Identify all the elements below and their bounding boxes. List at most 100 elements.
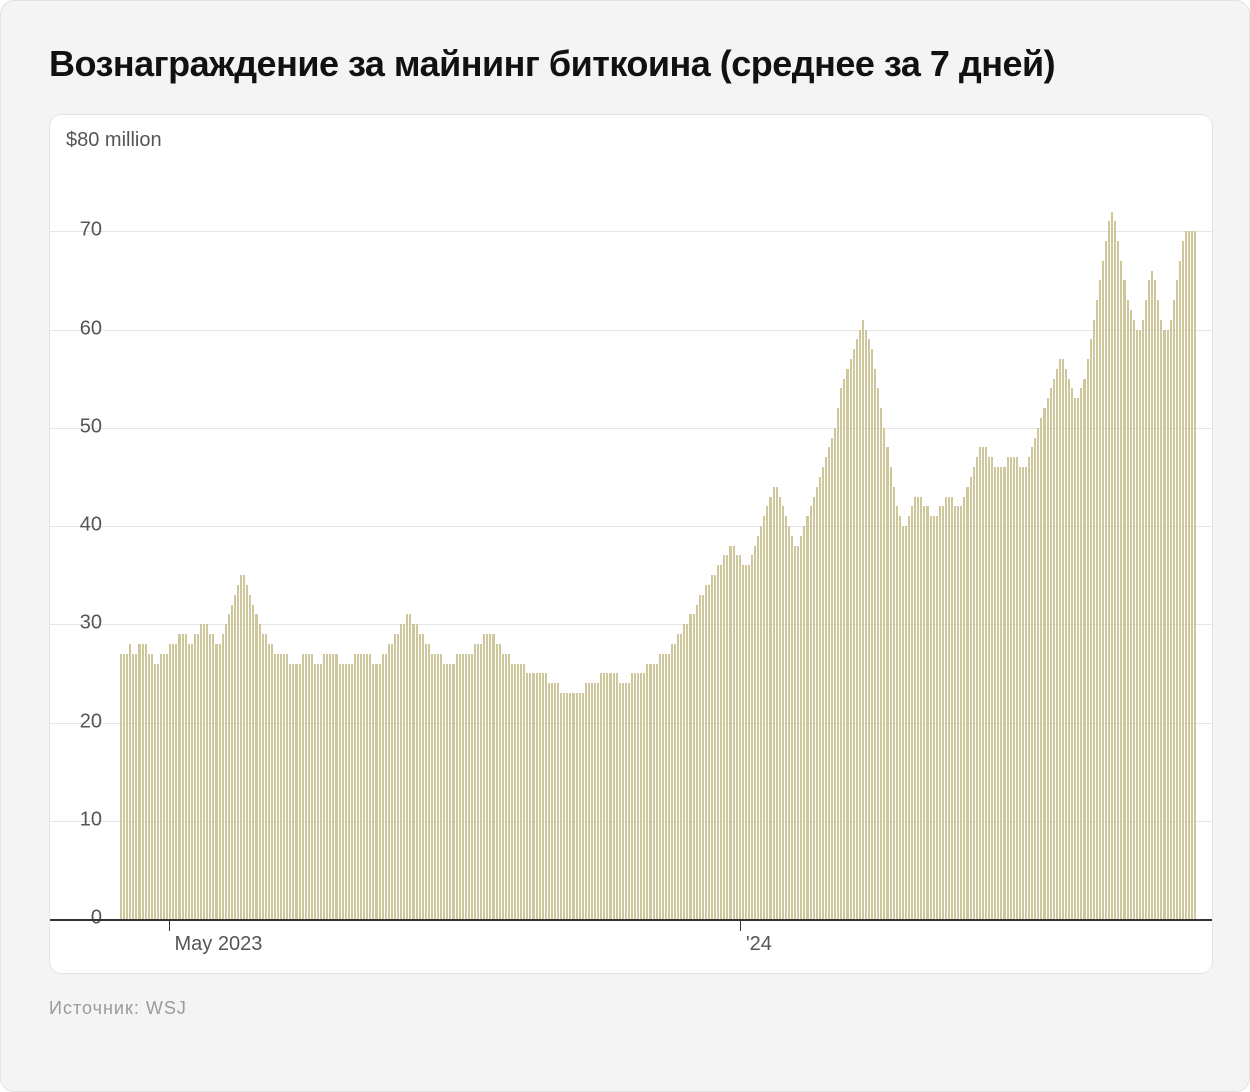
- bar: [1056, 369, 1058, 919]
- bar: [997, 467, 999, 919]
- bar: [259, 624, 261, 919]
- bar: [132, 654, 134, 919]
- bar: [859, 330, 861, 920]
- bar: [403, 624, 405, 919]
- bar: [1154, 280, 1156, 919]
- bar: [920, 497, 922, 919]
- bar: [699, 595, 701, 919]
- bar: [465, 654, 467, 919]
- bar: [542, 673, 544, 919]
- bar: [988, 457, 990, 919]
- bar: [637, 673, 639, 919]
- bar: [1117, 241, 1119, 919]
- bar: [456, 654, 458, 919]
- x-tick: [169, 921, 170, 931]
- bar: [729, 546, 731, 919]
- bar: [523, 664, 525, 919]
- bar: [151, 654, 153, 919]
- bar: [917, 497, 919, 919]
- bar: [138, 644, 140, 919]
- bar: [1142, 320, 1144, 919]
- bar: [1047, 398, 1049, 919]
- bar: [1188, 231, 1190, 919]
- bar: [803, 526, 805, 919]
- bar: [357, 654, 359, 919]
- bar: [342, 664, 344, 919]
- bar: [1087, 359, 1089, 919]
- bar: [172, 644, 174, 919]
- bars-container: [120, 133, 1198, 919]
- bar: [548, 683, 550, 919]
- bar: [674, 644, 676, 919]
- bar: [351, 664, 353, 919]
- bar: [1108, 221, 1110, 919]
- bar: [1010, 457, 1012, 919]
- bar: [237, 585, 239, 919]
- bar: [936, 516, 938, 919]
- bar: [302, 654, 304, 919]
- bar: [760, 526, 762, 919]
- bar: [569, 693, 571, 919]
- bar: [736, 555, 738, 919]
- bar: [871, 349, 873, 919]
- bar: [123, 654, 125, 919]
- bar: [723, 555, 725, 919]
- bar: [397, 634, 399, 919]
- bar: [791, 536, 793, 919]
- bar: [323, 654, 325, 919]
- bar: [853, 349, 855, 919]
- bar: [191, 644, 193, 919]
- bar: [794, 546, 796, 919]
- bar: [1099, 280, 1101, 919]
- bar: [702, 595, 704, 919]
- bar: [634, 673, 636, 919]
- bar: [366, 654, 368, 919]
- bar: [1053, 379, 1055, 919]
- bar: [683, 624, 685, 919]
- bar: [914, 497, 916, 919]
- bar: [231, 605, 233, 919]
- bar: [1105, 241, 1107, 919]
- bar: [1102, 261, 1104, 919]
- bar: [579, 693, 581, 919]
- bar: [148, 654, 150, 919]
- bar: [520, 664, 522, 919]
- y-tick-label: 70: [50, 219, 108, 242]
- bar: [600, 673, 602, 919]
- bar: [739, 555, 741, 919]
- bar: [905, 526, 907, 919]
- bar: [856, 339, 858, 919]
- bar: [246, 585, 248, 919]
- bar: [911, 506, 913, 919]
- bar: [200, 624, 202, 919]
- bar: [1133, 320, 1135, 919]
- bar: [175, 644, 177, 919]
- bar: [656, 664, 658, 919]
- bar: [1016, 457, 1018, 919]
- bar: [939, 506, 941, 919]
- bar: [1062, 359, 1064, 919]
- bar: [726, 555, 728, 919]
- bar: [1111, 212, 1113, 919]
- bar: [979, 447, 981, 919]
- bar: [606, 673, 608, 919]
- bar: [206, 624, 208, 919]
- bar: [252, 605, 254, 919]
- plot-area: $80 million010203040506070May 2023'24: [50, 115, 1212, 973]
- chart-title: Вознаграждение за майнинг биткоина (сред…: [49, 41, 1213, 86]
- bar: [840, 388, 842, 919]
- bar: [797, 546, 799, 919]
- bar: [982, 447, 984, 919]
- bar: [545, 673, 547, 919]
- bar: [677, 634, 679, 919]
- bar: [668, 654, 670, 919]
- bar: [868, 339, 870, 919]
- bar: [1160, 320, 1162, 919]
- bar: [862, 320, 864, 919]
- x-tick: [740, 921, 741, 931]
- bar: [1074, 398, 1076, 919]
- bar: [591, 683, 593, 919]
- source-value: WSJ: [146, 998, 187, 1018]
- bar: [819, 477, 821, 919]
- bar: [1028, 457, 1030, 919]
